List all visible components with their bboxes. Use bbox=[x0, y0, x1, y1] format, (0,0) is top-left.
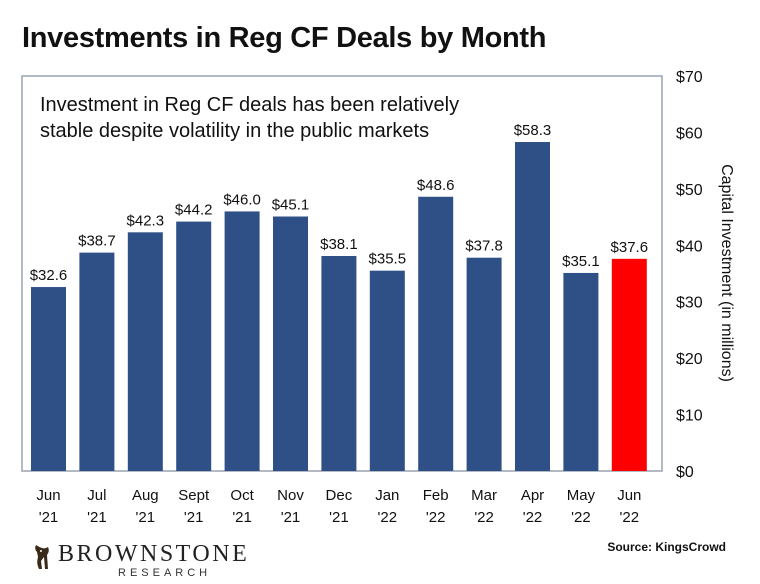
x-tick-label-year: '22 bbox=[523, 509, 543, 526]
y-tick-label: $70 bbox=[676, 69, 703, 86]
bar-value-label: $38.1 bbox=[320, 236, 358, 253]
x-tick-label-month: Feb bbox=[423, 487, 449, 504]
bar-value-label: $32.6 bbox=[30, 267, 68, 284]
x-tick-label-year: '22 bbox=[620, 509, 640, 526]
x-tick-label-month: Dec bbox=[326, 487, 353, 504]
x-tick-label-year: '21 bbox=[39, 509, 59, 526]
source-note: Source: KingsCrowd bbox=[607, 540, 726, 554]
bar bbox=[418, 196, 454, 471]
bar-value-label: $37.6 bbox=[611, 239, 649, 256]
bar-value-label: $44.2 bbox=[175, 202, 213, 219]
bar bbox=[31, 287, 66, 471]
x-tick-label-year: '22 bbox=[571, 509, 591, 526]
bar bbox=[127, 232, 163, 471]
logo-name: BROWNSTONE bbox=[58, 541, 250, 567]
y-tick-label: $40 bbox=[676, 238, 703, 255]
bar bbox=[273, 216, 308, 471]
x-tick-label-year: '22 bbox=[426, 509, 446, 526]
bull-logo-icon bbox=[35, 545, 49, 569]
x-tick-label-month: Jun bbox=[36, 487, 60, 504]
bar-value-label: $58.3 bbox=[514, 122, 552, 139]
x-tick-label-month: Sept bbox=[178, 487, 210, 504]
bar bbox=[611, 258, 647, 471]
bar bbox=[224, 211, 260, 471]
bar bbox=[369, 270, 405, 471]
y-tick-label: $50 bbox=[676, 182, 703, 199]
y-axis-label: Capital Investment (in millions) bbox=[718, 164, 735, 382]
x-tick-label-month: Jan bbox=[375, 487, 399, 504]
annotation-line-1: Investment in Reg CF deals has been rela… bbox=[40, 94, 460, 116]
bar-value-label: $38.7 bbox=[78, 233, 116, 250]
bar-value-label: $42.3 bbox=[127, 212, 165, 229]
x-tick-label-month: May bbox=[567, 487, 596, 504]
annotation-line-2: stable despite volatility in the public … bbox=[40, 120, 430, 142]
bar bbox=[515, 142, 550, 471]
x-tick-label-month: Aug bbox=[132, 487, 159, 504]
x-tick-label-month: Oct bbox=[230, 487, 254, 504]
bar-value-label: $45.1 bbox=[272, 197, 310, 214]
y-tick-label: $0 bbox=[676, 464, 694, 481]
x-tick-label-month: Apr bbox=[521, 487, 544, 504]
bar bbox=[466, 257, 502, 471]
x-tick-label-year: '21 bbox=[329, 509, 349, 526]
bar bbox=[563, 272, 599, 471]
bar bbox=[176, 221, 212, 471]
y-tick-label: $20 bbox=[676, 351, 703, 368]
x-tick-label-month: Jun bbox=[617, 487, 641, 504]
chart-title: Investments in Reg CF Deals by Month bbox=[22, 22, 547, 54]
bar-value-label: $37.8 bbox=[465, 238, 503, 255]
y-tick-label: $10 bbox=[676, 408, 703, 425]
bar-value-label: $46.0 bbox=[223, 191, 261, 208]
x-tick-label-year: '22 bbox=[474, 509, 494, 526]
x-tick-label-year: '21 bbox=[184, 509, 204, 526]
bar-value-label: $35.1 bbox=[562, 253, 600, 270]
bar-value-label: $48.6 bbox=[417, 177, 455, 194]
bar bbox=[79, 252, 115, 471]
x-tick-label-month: Nov bbox=[277, 487, 304, 504]
chart-annotation: Investment in Reg CF deals has been rela… bbox=[40, 92, 459, 144]
bar-value-label: $35.5 bbox=[369, 251, 407, 268]
x-tick-label-year: '21 bbox=[136, 509, 156, 526]
x-tick-label-month: Mar bbox=[471, 487, 497, 504]
x-tick-label-year: '21 bbox=[281, 509, 301, 526]
bar bbox=[321, 256, 357, 471]
y-tick-label: $30 bbox=[676, 295, 703, 312]
x-tick-label-year: '21 bbox=[232, 509, 252, 526]
y-tick-label: $60 bbox=[676, 125, 703, 142]
x-tick-label-year: '21 bbox=[87, 509, 107, 526]
logo-subtitle: RESEARCH bbox=[118, 567, 212, 579]
x-tick-label-year: '22 bbox=[378, 509, 398, 526]
x-tick-label-month: Jul bbox=[87, 487, 106, 504]
